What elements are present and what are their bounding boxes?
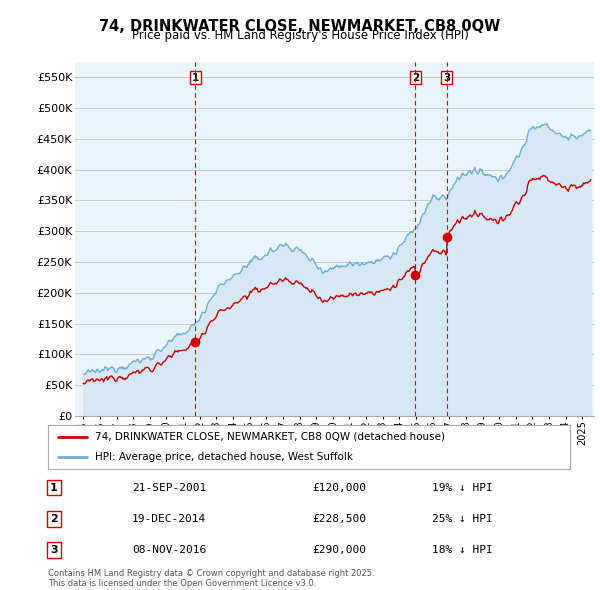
- Text: 08-NOV-2016: 08-NOV-2016: [132, 545, 206, 555]
- Text: 2: 2: [50, 514, 58, 524]
- Text: 3: 3: [50, 545, 58, 555]
- Text: 19-DEC-2014: 19-DEC-2014: [132, 514, 206, 524]
- Text: 1: 1: [50, 483, 58, 493]
- Text: 74, DRINKWATER CLOSE, NEWMARKET, CB8 0QW (detached house): 74, DRINKWATER CLOSE, NEWMARKET, CB8 0QW…: [95, 432, 445, 442]
- Text: £290,000: £290,000: [312, 545, 366, 555]
- Text: 74, DRINKWATER CLOSE, NEWMARKET, CB8 0QW: 74, DRINKWATER CLOSE, NEWMARKET, CB8 0QW: [100, 19, 500, 34]
- Text: This data is licensed under the Open Government Licence v3.0.: This data is licensed under the Open Gov…: [48, 579, 316, 588]
- Text: 3: 3: [443, 73, 451, 83]
- Text: Contains HM Land Registry data © Crown copyright and database right 2025.: Contains HM Land Registry data © Crown c…: [48, 569, 374, 578]
- Text: 25% ↓ HPI: 25% ↓ HPI: [432, 514, 493, 524]
- Text: 19% ↓ HPI: 19% ↓ HPI: [432, 483, 493, 493]
- Text: 1: 1: [191, 73, 199, 83]
- Text: 2: 2: [412, 73, 419, 83]
- Text: HPI: Average price, detached house, West Suffolk: HPI: Average price, detached house, West…: [95, 452, 353, 462]
- Text: £228,500: £228,500: [312, 514, 366, 524]
- Text: £120,000: £120,000: [312, 483, 366, 493]
- Text: 21-SEP-2001: 21-SEP-2001: [132, 483, 206, 493]
- Text: Price paid vs. HM Land Registry's House Price Index (HPI): Price paid vs. HM Land Registry's House …: [131, 30, 469, 42]
- Text: 18% ↓ HPI: 18% ↓ HPI: [432, 545, 493, 555]
